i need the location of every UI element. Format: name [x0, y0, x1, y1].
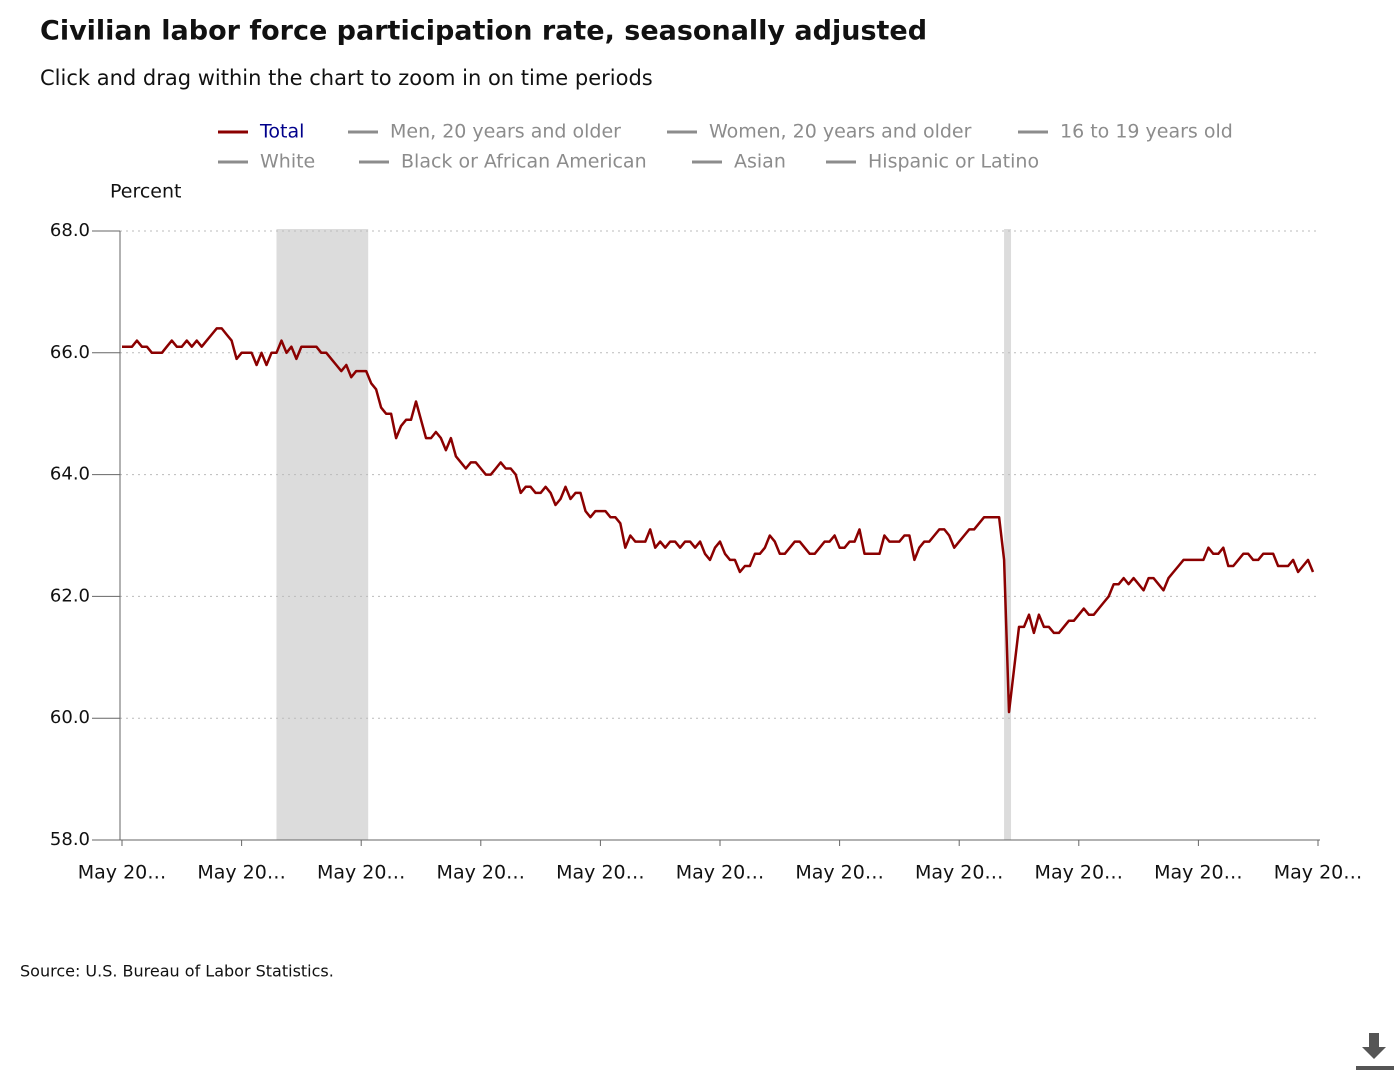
x-tick-label: May 20… [676, 862, 765, 884]
legend-label[interactable]: Men, 20 years and older [390, 121, 621, 143]
legend-label[interactable]: White [260, 151, 315, 173]
x-tick-label: May 20… [78, 862, 167, 884]
x-tick-label: May 20… [317, 862, 406, 884]
legend-label[interactable]: Hispanic or Latino [868, 151, 1039, 173]
chart-title: Civilian labor force participation rate,… [40, 16, 927, 47]
y-tick-label: 66.0 [50, 342, 90, 363]
x-tick-label: May 20… [437, 862, 526, 884]
legend-label[interactable]: Women, 20 years and older [709, 121, 972, 143]
y-tick-label: 68.0 [50, 220, 90, 241]
x-tick-label: May 20… [915, 862, 1004, 884]
x-tick-label: May 20… [1035, 862, 1124, 884]
data-line [122, 327, 1315, 714]
x-tick-label: May 20… [1274, 862, 1363, 884]
legend-label[interactable]: Total [259, 121, 304, 143]
legend-label[interactable]: Asian [734, 151, 786, 173]
chart-subtitle: Click and drag within the chart to zoom … [40, 66, 653, 90]
y-tick-label: 58.0 [50, 829, 90, 850]
shaded-period [1004, 229, 1012, 840]
shaded-period [276, 229, 369, 840]
x-tick-label: May 20… [1154, 862, 1243, 884]
legend-label[interactable]: 16 to 19 years old [1060, 121, 1233, 143]
y-tick-label: 64.0 [50, 464, 90, 485]
y-tick-label: 60.0 [50, 707, 90, 728]
x-tick-label: May 20… [197, 862, 286, 884]
x-tick-label: May 20… [795, 862, 884, 884]
download-button[interactable] [1352, 1028, 1396, 1074]
x-tick-label: May 20… [556, 862, 645, 884]
legend-label[interactable]: Black or African American [401, 151, 647, 173]
y-tick-label: 62.0 [50, 585, 90, 606]
source-note: Source: U.S. Bureau of Labor Statistics. [20, 962, 334, 981]
y-axis-title: Percent [110, 181, 182, 203]
